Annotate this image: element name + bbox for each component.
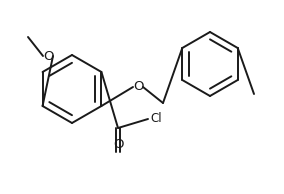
Text: O: O [113,138,123,151]
Text: O: O [43,49,53,62]
Text: Cl: Cl [150,113,162,126]
Text: O: O [133,81,143,94]
